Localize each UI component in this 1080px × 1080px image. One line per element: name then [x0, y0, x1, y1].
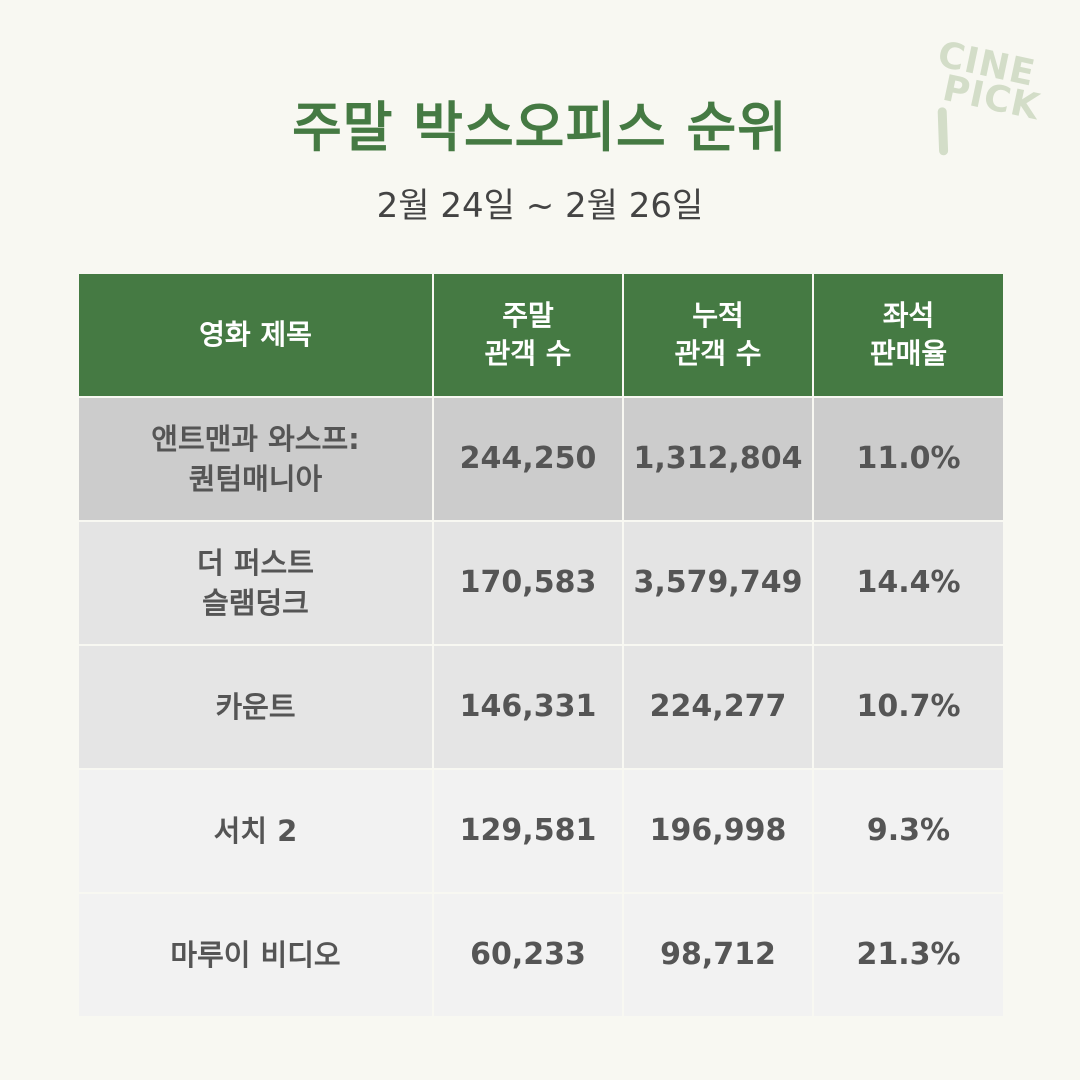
table-row: 카운트 146,331 224,277 10.7% [77, 644, 1005, 770]
movie-title-line1: 앤트맨과 와스프: [151, 422, 360, 456]
movie-title-line2: 슬램덩크 [202, 586, 309, 620]
header-weekend-line2: 관객 수 [484, 337, 572, 370]
date-range: 2월 24일 ~ 2월 26일 [376, 186, 704, 226]
table-row: 마루이 비디오 60,233 98,712 21.3% [77, 892, 1005, 1018]
header-total-line2: 관객 수 [674, 337, 762, 370]
table-row: 더 퍼스트 슬램덩크 170,583 3,579,749 14.4% [77, 520, 1005, 646]
movie-title-line1: 마루이 비디오 [170, 938, 341, 972]
weekend-audience-cell: 129,581 [432, 768, 624, 894]
box-office-table: 영화 제목 주말 관객 수 누적 관객 수 좌석 판매율 앤트맨과 [77, 272, 1005, 1018]
movie-title-cell: 서치 2 [77, 768, 434, 894]
total-audience-cell: 196,998 [622, 768, 814, 894]
movie-title-cell: 더 퍼스트 슬램덩크 [77, 520, 434, 646]
header-weekend-line1: 주말 [502, 299, 554, 332]
total-audience-cell: 224,277 [622, 644, 814, 770]
table-row: 앤트맨과 와스프: 퀀텀매니아 244,250 1,312,804 11.0% [77, 396, 1005, 522]
header-seat-rate: 좌석 판매율 [812, 272, 1005, 398]
movie-title-line1: 카운트 [215, 690, 296, 724]
weekend-audience-cell: 244,250 [432, 396, 624, 522]
movie-title-cell: 마루이 비디오 [77, 892, 434, 1018]
movie-title-line1: 서치 2 [213, 814, 298, 848]
seat-rate-cell: 11.0% [812, 396, 1005, 522]
movie-title-line1: 더 퍼스트 [197, 546, 314, 580]
total-audience-cell: 98,712 [622, 892, 814, 1018]
movie-title-line2: 퀀텀매니아 [188, 462, 323, 496]
header-movie-title: 영화 제목 [77, 272, 434, 398]
total-audience-cell: 1,312,804 [622, 396, 814, 522]
seat-rate-cell: 9.3% [812, 768, 1005, 894]
weekend-audience-cell: 60,233 [432, 892, 624, 1018]
weekend-audience-cell: 170,583 [432, 520, 624, 646]
header-rate-line2: 판매율 [869, 337, 948, 370]
total-audience-cell: 3,579,749 [622, 520, 814, 646]
table-header-row: 영화 제목 주말 관객 수 누적 관객 수 좌석 판매율 [77, 272, 1005, 398]
seat-rate-cell: 14.4% [812, 520, 1005, 646]
weekend-audience-cell: 146,331 [432, 644, 624, 770]
header-total-audience: 누적 관객 수 [622, 272, 814, 398]
movie-title-cell: 앤트맨과 와스프: 퀀텀매니아 [77, 396, 434, 522]
page-title: 주말 박스오피스 순위 [292, 96, 788, 159]
header-movie-title-line1: 영화 제목 [199, 318, 312, 351]
table-row: 서치 2 129,581 196,998 9.3% [77, 768, 1005, 894]
header-weekend-audience: 주말 관객 수 [432, 272, 624, 398]
seat-rate-cell: 10.7% [812, 644, 1005, 770]
header-total-line1: 누적 [692, 299, 744, 332]
seat-rate-cell: 21.3% [812, 892, 1005, 1018]
header-rate-line1: 좌석 [882, 299, 935, 332]
movie-title-cell: 카운트 [77, 644, 434, 770]
